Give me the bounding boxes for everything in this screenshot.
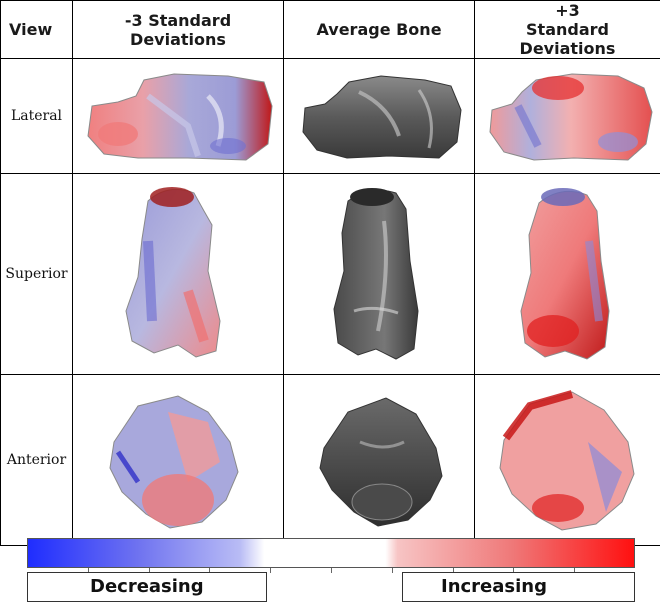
- row-lateral: Lateral: [0, 58, 660, 174]
- row-label-superior: Superior: [0, 173, 73, 375]
- row-label-anterior: Anterior: [0, 374, 73, 546]
- header-row: View -3 Standard Deviations Average Bone…: [0, 0, 660, 59]
- row-superior: Superior: [0, 173, 660, 375]
- scale-tick: [270, 568, 271, 573]
- scale-tick: [453, 568, 454, 573]
- scale-tick: [209, 568, 210, 573]
- lateral-average-bone-image: [283, 58, 475, 174]
- increasing-label: Increasing: [402, 572, 635, 602]
- scale-tick: [88, 568, 89, 573]
- lateral-minus-bone-image: [72, 58, 284, 174]
- scale-tick: [392, 568, 393, 573]
- anterior-minus-bone-image: [72, 374, 284, 546]
- header-average-bone: Average Bone: [283, 0, 475, 59]
- superior-minus-bone-image: [72, 173, 284, 375]
- color-scale-bar: [27, 538, 635, 568]
- header-view: View: [0, 0, 73, 59]
- anterior-average-bone-image: [283, 374, 475, 546]
- scale-tick: [149, 568, 150, 573]
- superior-plus-bone-image: [474, 173, 660, 375]
- header-minus-3sd: -3 Standard Deviations: [72, 0, 284, 59]
- shape-variation-table: View -3 Standard Deviations Average Bone…: [0, 0, 660, 546]
- scale-tick: [331, 568, 332, 573]
- header-plus-3sd: +3 Standard Deviations: [474, 0, 660, 59]
- superior-average-bone-image: [283, 173, 475, 375]
- anterior-plus-bone-image: [474, 374, 660, 546]
- row-label-lateral: Lateral: [0, 58, 73, 174]
- scale-tick: [574, 568, 575, 573]
- decreasing-label: Decreasing: [27, 572, 267, 602]
- row-anterior: Anterior: [0, 374, 660, 546]
- lateral-plus-bone-image: [474, 58, 660, 174]
- scale-tick: [513, 568, 514, 573]
